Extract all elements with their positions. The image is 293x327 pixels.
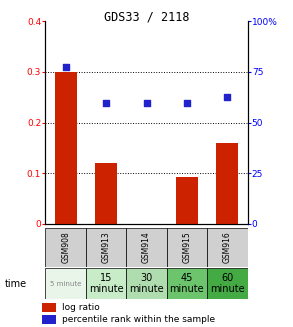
Bar [167, 228, 207, 267]
Text: GDS33 / 2118: GDS33 / 2118 [104, 10, 189, 24]
Text: GSM914: GSM914 [142, 231, 151, 263]
Bar [45, 228, 86, 267]
Text: 60
minute: 60 minute [210, 273, 245, 295]
Text: GSM908: GSM908 [61, 231, 70, 263]
Text: GSM916: GSM916 [223, 231, 232, 263]
Bar [176, 177, 198, 224]
Bar [95, 163, 117, 224]
Bar [86, 228, 126, 267]
Text: 30
minute: 30 minute [129, 273, 164, 295]
Text: 45
minute: 45 minute [170, 273, 204, 295]
Point [63, 64, 68, 69]
Text: GSM913: GSM913 [102, 231, 110, 263]
Bar [207, 268, 248, 299]
Bar [42, 302, 56, 312]
Bar [216, 143, 239, 224]
Point [185, 101, 189, 106]
Point [144, 101, 149, 106]
Bar [86, 268, 126, 299]
Bar [54, 72, 77, 224]
Bar [207, 228, 248, 267]
Bar [126, 268, 167, 299]
Bar [45, 268, 86, 299]
Text: GSM915: GSM915 [183, 231, 191, 263]
Point [104, 101, 108, 106]
Bar [126, 228, 167, 267]
Bar [167, 268, 207, 299]
Text: percentile rank within the sample: percentile rank within the sample [62, 315, 216, 324]
Bar [42, 315, 56, 324]
Text: 5 minute: 5 minute [50, 281, 81, 287]
Text: log ratio: log ratio [62, 303, 100, 312]
Text: 15
minute: 15 minute [89, 273, 123, 295]
Point [225, 95, 230, 100]
Text: time: time [5, 279, 27, 289]
